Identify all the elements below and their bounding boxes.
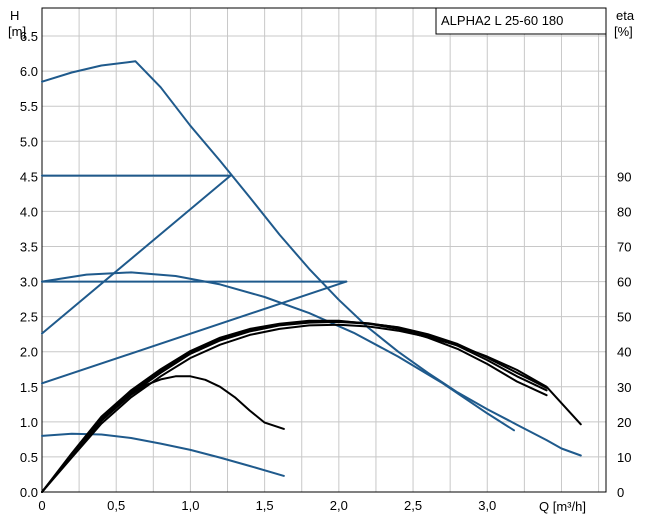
y-right-tick-label: 30 bbox=[617, 380, 631, 395]
x-tick-label: 1,5 bbox=[256, 498, 274, 513]
y-right-tick-label: 90 bbox=[617, 169, 631, 184]
grid bbox=[42, 8, 606, 492]
y-right-tick-label: 80 bbox=[617, 204, 631, 219]
efficiency-curve-11 bbox=[41, 323, 582, 493]
tick-labels: 0 0,5 1,0 1,5 2,0 2,5 3,0 0.0 0.5 1.0 1.5 2.0 2.5 3.0… bbox=[20, 29, 632, 513]
y-left-tick-label: 4.0 bbox=[20, 204, 38, 219]
plot-frame bbox=[41, 7, 607, 493]
chart-title: ALPHA2 L 25-60 180 bbox=[441, 13, 563, 28]
y-right-tick-label: 0 bbox=[617, 485, 624, 500]
y-right-tick-label: 50 bbox=[617, 310, 631, 325]
series-layer bbox=[41, 60, 582, 493]
x-tick-label: 2,0 bbox=[330, 498, 348, 513]
y-left-label-line1: H bbox=[10, 8, 19, 23]
y-right-tick-label: 40 bbox=[617, 345, 631, 360]
y-left-tick-label: 4.5 bbox=[20, 169, 38, 184]
y-left-tick-label: 6.5 bbox=[20, 29, 38, 44]
y-left-tick-label: 1.5 bbox=[20, 380, 38, 395]
x-tick-label: 1,0 bbox=[181, 498, 199, 513]
y-right-tick-label: 70 bbox=[617, 239, 631, 254]
y-left-label-line2: [m] bbox=[8, 24, 26, 39]
x-tick-label: 0 bbox=[38, 498, 45, 513]
x-axis-label: Q [m³/h] bbox=[539, 499, 586, 514]
y-left-tick-label: 5.5 bbox=[20, 99, 38, 114]
y-left-tick-label: 3.5 bbox=[20, 239, 38, 254]
y-right-tick-label: 60 bbox=[617, 275, 631, 290]
pump-curve-6 bbox=[41, 432, 285, 477]
y-left-tick-label: 0.0 bbox=[20, 485, 38, 500]
x-tick-label: 0,5 bbox=[107, 498, 125, 513]
y-left-tick-label: 5.0 bbox=[20, 134, 38, 149]
pump-curve-4 bbox=[41, 280, 348, 385]
y-right-tick-label: 10 bbox=[617, 450, 631, 465]
pump-curve-0 bbox=[41, 60, 582, 457]
y-right-label-line2: [%] bbox=[614, 24, 633, 39]
x-tick-label: 2,5 bbox=[404, 498, 422, 513]
y-left-tick-label: 6.0 bbox=[20, 64, 38, 79]
y-right-label-line1: eta bbox=[616, 8, 635, 23]
y-left-tick-label: 0.5 bbox=[20, 450, 38, 465]
y-left-tick-label: 3.0 bbox=[20, 275, 38, 290]
title-box bbox=[435, 7, 607, 35]
y-left-tick-label: 1.0 bbox=[20, 415, 38, 430]
pump-curve-2 bbox=[41, 174, 232, 335]
pump-curve-5 bbox=[41, 271, 515, 432]
y-right-tick-label: 20 bbox=[617, 415, 631, 430]
y-left-tick-label: 2.5 bbox=[20, 310, 38, 325]
y-left-tick-label: 2.0 bbox=[20, 345, 38, 360]
x-tick-label: 3,0 bbox=[478, 498, 496, 513]
plot-background bbox=[42, 8, 606, 492]
